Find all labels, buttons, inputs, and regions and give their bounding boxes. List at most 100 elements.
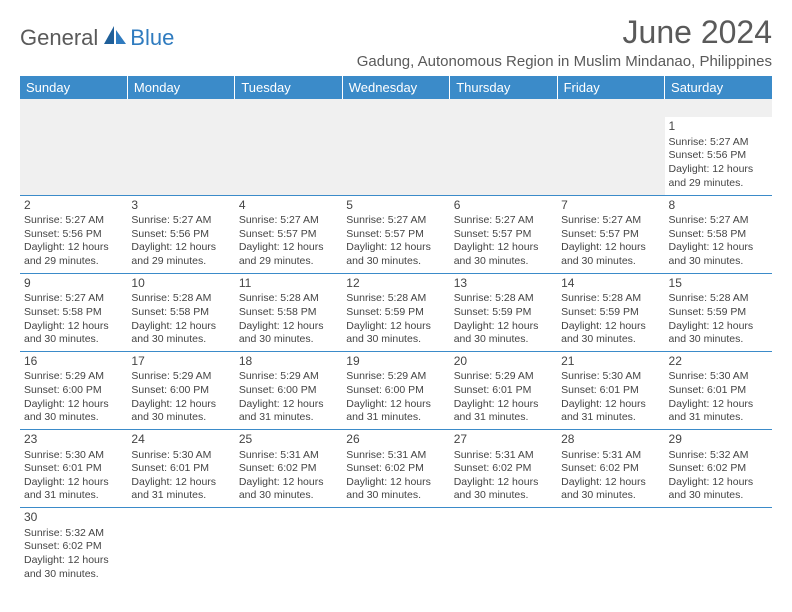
daylight-text: and 30 minutes. [24, 411, 123, 425]
calendar-day-cell: 5Sunrise: 5:27 AMSunset: 5:57 PMDaylight… [342, 195, 449, 273]
calendar-day-cell [342, 508, 449, 586]
calendar-day-cell [557, 117, 664, 195]
calendar-day-cell: 23Sunrise: 5:30 AMSunset: 6:01 PMDayligh… [20, 429, 127, 507]
calendar-day-cell: 8Sunrise: 5:27 AMSunset: 5:58 PMDaylight… [665, 195, 772, 273]
calendar-day-cell: 14Sunrise: 5:28 AMSunset: 5:59 PMDayligh… [557, 273, 664, 351]
daylight-text: Daylight: 12 hours [239, 241, 338, 255]
sunset-text: Sunset: 5:59 PM [669, 306, 768, 320]
weekday-header: Monday [127, 76, 234, 99]
daylight-text: Daylight: 12 hours [239, 320, 338, 334]
sunset-text: Sunset: 5:56 PM [669, 149, 768, 163]
sunrise-text: Sunrise: 5:30 AM [131, 449, 230, 463]
sunset-text: Sunset: 5:58 PM [669, 228, 768, 242]
sunset-text: Sunset: 5:59 PM [346, 306, 445, 320]
weekday-header-row: Sunday Monday Tuesday Wednesday Thursday… [20, 76, 772, 99]
sunrise-text: Sunrise: 5:27 AM [24, 214, 123, 228]
sunset-text: Sunset: 6:00 PM [24, 384, 123, 398]
sunset-text: Sunset: 5:57 PM [239, 228, 338, 242]
calendar-day-cell [127, 508, 234, 586]
day-number: 13 [454, 276, 553, 292]
sunrise-text: Sunrise: 5:27 AM [346, 214, 445, 228]
weekday-header: Saturday [665, 76, 772, 99]
day-number: 21 [561, 354, 660, 370]
day-number: 30 [24, 510, 123, 526]
sunrise-text: Sunrise: 5:29 AM [239, 370, 338, 384]
daylight-text: and 30 minutes. [131, 411, 230, 425]
calendar-week-row: 23Sunrise: 5:30 AMSunset: 6:01 PMDayligh… [20, 429, 772, 507]
daylight-text: and 31 minutes. [239, 411, 338, 425]
sunrise-text: Sunrise: 5:30 AM [561, 370, 660, 384]
header: General Blue June 2024 Gadung, Autonomou… [20, 14, 772, 70]
day-number: 9 [24, 276, 123, 292]
calendar-day-cell [450, 508, 557, 586]
sunrise-text: Sunrise: 5:28 AM [346, 292, 445, 306]
daylight-text: and 30 minutes. [669, 333, 768, 347]
day-number: 7 [561, 198, 660, 214]
sunrise-text: Sunrise: 5:30 AM [24, 449, 123, 463]
sunset-text: Sunset: 5:58 PM [24, 306, 123, 320]
daylight-text: Daylight: 12 hours [561, 476, 660, 490]
daylight-text: and 30 minutes. [346, 489, 445, 503]
weekday-header: Friday [557, 76, 664, 99]
sunset-text: Sunset: 6:02 PM [561, 462, 660, 476]
sunrise-text: Sunrise: 5:29 AM [454, 370, 553, 384]
calendar-day-cell: 18Sunrise: 5:29 AMSunset: 6:00 PMDayligh… [235, 351, 342, 429]
calendar-day-cell [235, 508, 342, 586]
sunrise-text: Sunrise: 5:31 AM [561, 449, 660, 463]
daylight-text: Daylight: 12 hours [239, 476, 338, 490]
daylight-text: and 30 minutes. [669, 489, 768, 503]
daylight-text: and 31 minutes. [561, 411, 660, 425]
daylight-text: and 30 minutes. [561, 333, 660, 347]
daylight-text: Daylight: 12 hours [561, 398, 660, 412]
calendar-day-cell [342, 117, 449, 195]
day-number: 14 [561, 276, 660, 292]
sunset-text: Sunset: 5:59 PM [561, 306, 660, 320]
day-number: 22 [669, 354, 768, 370]
calendar-day-cell: 19Sunrise: 5:29 AMSunset: 6:00 PMDayligh… [342, 351, 449, 429]
daylight-text: and 30 minutes. [454, 489, 553, 503]
calendar-day-cell: 11Sunrise: 5:28 AMSunset: 5:58 PMDayligh… [235, 273, 342, 351]
calendar-day-cell: 25Sunrise: 5:31 AMSunset: 6:02 PMDayligh… [235, 429, 342, 507]
calendar-day-cell: 6Sunrise: 5:27 AMSunset: 5:57 PMDaylight… [450, 195, 557, 273]
weekday-header: Thursday [450, 76, 557, 99]
daylight-text: Daylight: 12 hours [24, 554, 123, 568]
page-title: June 2024 [357, 14, 772, 51]
sunrise-text: Sunrise: 5:31 AM [239, 449, 338, 463]
logo-text-general: General [20, 25, 98, 51]
daylight-text: and 30 minutes. [454, 333, 553, 347]
daylight-text: Daylight: 12 hours [669, 241, 768, 255]
weekday-header: Wednesday [342, 76, 449, 99]
sunrise-text: Sunrise: 5:32 AM [24, 527, 123, 541]
sunset-text: Sunset: 6:00 PM [346, 384, 445, 398]
calendar-day-cell [450, 117, 557, 195]
sunrise-text: Sunrise: 5:28 AM [239, 292, 338, 306]
calendar-day-cell: 2Sunrise: 5:27 AMSunset: 5:56 PMDaylight… [20, 195, 127, 273]
sunset-text: Sunset: 5:59 PM [454, 306, 553, 320]
calendar-day-cell: 15Sunrise: 5:28 AMSunset: 5:59 PMDayligh… [665, 273, 772, 351]
sunset-text: Sunset: 5:58 PM [239, 306, 338, 320]
calendar-day-cell: 21Sunrise: 5:30 AMSunset: 6:01 PMDayligh… [557, 351, 664, 429]
day-number: 29 [669, 432, 768, 448]
day-number: 10 [131, 276, 230, 292]
day-number: 12 [346, 276, 445, 292]
daylight-text: and 31 minutes. [669, 411, 768, 425]
weekday-header: Tuesday [235, 76, 342, 99]
sunset-text: Sunset: 6:02 PM [669, 462, 768, 476]
daylight-text: Daylight: 12 hours [454, 476, 553, 490]
sunrise-text: Sunrise: 5:27 AM [239, 214, 338, 228]
daylight-text: Daylight: 12 hours [346, 476, 445, 490]
daylight-text: and 30 minutes. [346, 333, 445, 347]
calendar-day-cell: 1Sunrise: 5:27 AMSunset: 5:56 PMDaylight… [665, 117, 772, 195]
sunset-text: Sunset: 5:57 PM [561, 228, 660, 242]
daylight-text: and 29 minutes. [131, 255, 230, 269]
calendar-day-cell: 17Sunrise: 5:29 AMSunset: 6:00 PMDayligh… [127, 351, 234, 429]
day-number: 16 [24, 354, 123, 370]
daylight-text: Daylight: 12 hours [24, 476, 123, 490]
sunrise-text: Sunrise: 5:31 AM [454, 449, 553, 463]
day-number: 5 [346, 198, 445, 214]
daylight-text: and 30 minutes. [346, 255, 445, 269]
daylight-text: Daylight: 12 hours [24, 241, 123, 255]
calendar-day-cell [557, 508, 664, 586]
sunset-text: Sunset: 5:56 PM [24, 228, 123, 242]
daylight-text: Daylight: 12 hours [346, 398, 445, 412]
